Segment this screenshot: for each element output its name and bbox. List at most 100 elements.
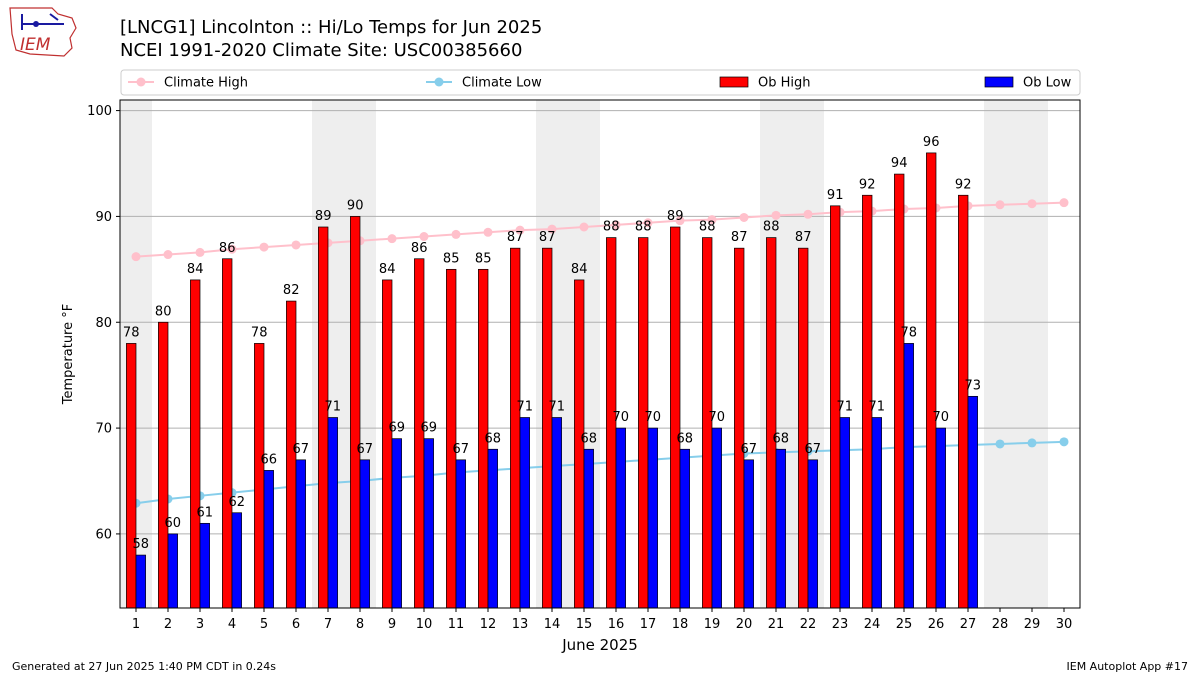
ob-low-label: 78	[901, 325, 918, 340]
climate-high-point	[1059, 198, 1069, 208]
ob-low-label: 71	[837, 400, 854, 415]
ob-high-bar	[126, 343, 137, 609]
ob-high-label: 84	[379, 262, 396, 277]
x-tick-label: 8	[356, 617, 364, 632]
x-tick-label: 7	[324, 617, 332, 632]
x-tick-label: 26	[928, 617, 945, 632]
x-tick-label: 13	[512, 617, 529, 632]
climate-high-point	[707, 215, 717, 225]
x-tick-label: 24	[864, 617, 881, 632]
climate-high-point	[483, 227, 493, 237]
ob-low-label: 69	[421, 421, 438, 436]
y-tick-label: 100	[87, 104, 112, 119]
climate-high-point	[419, 232, 429, 242]
chart-title: [LNCG1] Lincolnton :: Hi/Lo Temps for Ju…	[120, 17, 543, 38]
ob-low-label: 71	[869, 400, 886, 415]
ob-low-label: 68	[773, 431, 790, 446]
x-tick-label: 12	[480, 617, 497, 632]
ob-high-bar	[318, 226, 329, 609]
x-tick-label: 15	[576, 617, 593, 632]
ob-low-label: 70	[613, 410, 630, 425]
ob-low-label: 68	[485, 431, 502, 446]
ob-low-label: 66	[261, 452, 278, 467]
climate-low-point	[1059, 437, 1069, 447]
climate-high-point	[995, 200, 1005, 210]
x-tick-label: 22	[800, 617, 817, 632]
ob-low-label: 70	[933, 410, 950, 425]
ob-low-label: 67	[805, 442, 822, 457]
logo-text: IEM	[20, 35, 51, 55]
climate-high-point	[259, 242, 269, 252]
ob-low-label: 68	[581, 431, 598, 446]
x-tick-label: 4	[228, 617, 236, 632]
ob-low-bar	[903, 343, 914, 609]
ob-low-bar	[871, 417, 882, 609]
x-tick-label: 17	[640, 617, 657, 632]
x-tick-label: 28	[992, 617, 1009, 632]
climate-low-point	[1027, 438, 1037, 448]
ob-low-bar	[583, 448, 594, 609]
climate-high-point	[291, 240, 301, 250]
legend-label: Ob High	[758, 76, 811, 91]
legend-label: Climate High	[164, 76, 248, 91]
x-tick-label: 25	[896, 617, 913, 632]
ob-high-bar	[542, 247, 553, 609]
ob-high-label: 89	[667, 209, 684, 224]
x-tick-label: 30	[1056, 617, 1073, 632]
ob-low-bar	[135, 554, 146, 609]
ob-low-label: 61	[197, 505, 214, 520]
ob-low-label: 68	[677, 431, 694, 446]
ob-low-bar	[967, 395, 978, 609]
ob-high-bar	[734, 247, 745, 609]
ob-low-bar	[775, 448, 786, 609]
ob-high-label: 92	[859, 177, 876, 192]
climate-high-point	[227, 244, 237, 254]
climate-high-point	[611, 220, 621, 230]
ob-high-bar	[158, 321, 169, 609]
ob-high-label: 92	[955, 177, 972, 192]
y-tick-label: 70	[95, 422, 112, 437]
ob-low-bar	[231, 512, 242, 609]
legend-label: Ob Low	[1023, 76, 1072, 91]
climate-high-point	[771, 210, 781, 220]
ob-high-bar	[222, 258, 233, 609]
ob-low-label: 67	[357, 442, 374, 457]
ob-high-label: 86	[411, 241, 428, 256]
climate-high-point	[387, 234, 397, 244]
ob-low-bar	[423, 438, 434, 609]
ob-high-bar	[894, 173, 905, 609]
ob-low-bar	[519, 417, 530, 609]
ob-low-bar	[359, 459, 370, 609]
legend-label: Climate Low	[462, 76, 542, 91]
ob-high-label: 80	[155, 304, 172, 319]
iem-logo: IEM	[9, 7, 77, 57]
climate-high-point	[515, 225, 525, 235]
x-tick-label: 9	[388, 617, 396, 632]
legend-box	[120, 69, 1081, 96]
ob-high-label: 84	[571, 262, 588, 277]
chart-subtitle: NCEI 1991-2020 Climate Site: USC00385660	[120, 40, 523, 61]
ob-high-label: 87	[795, 230, 812, 245]
y-tick-label: 80	[95, 316, 112, 331]
ob-high-label: 84	[187, 262, 204, 277]
ob-low-label: 71	[549, 400, 566, 415]
ob-low-bar	[487, 448, 498, 609]
x-axis-label: June 2025	[561, 636, 638, 654]
ob-low-bar	[615, 427, 626, 609]
ob-high-label: 87	[507, 230, 524, 245]
climate-high-point	[803, 209, 813, 219]
climate-low-point	[995, 439, 1005, 449]
ob-high-bar	[254, 343, 265, 609]
ob-high-label: 89	[315, 209, 332, 224]
ob-low-bar	[551, 417, 562, 609]
x-tick-label: 14	[544, 617, 561, 632]
x-tick-label: 1	[132, 617, 140, 632]
ob-high-label: 88	[603, 220, 620, 235]
x-tick-label: 2	[164, 617, 172, 632]
legend-bar-swatch	[984, 76, 1014, 88]
ob-high-label: 82	[283, 283, 300, 298]
x-tick-label: 29	[1024, 617, 1041, 632]
climate-high-point	[1027, 199, 1037, 209]
ob-high-label: 88	[763, 220, 780, 235]
